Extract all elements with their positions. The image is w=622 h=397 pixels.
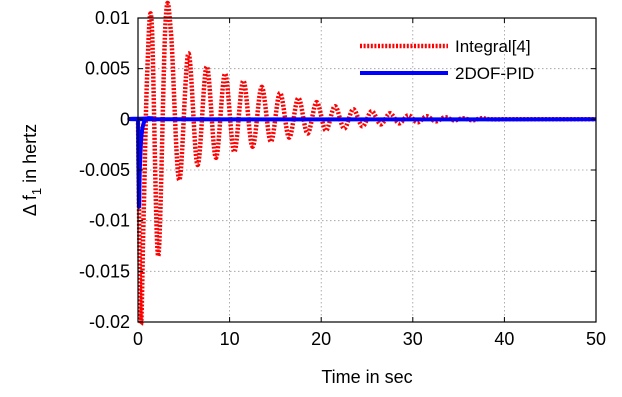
x-tick-label: 10 — [220, 329, 240, 349]
x-axis-label: Time in sec — [321, 367, 412, 387]
y-axis-label-subscript: 1 — [29, 188, 44, 195]
y-tick-label: -0.02 — [89, 312, 130, 332]
series-line-1 — [127, 116, 597, 209]
y-tick-label: -0.01 — [89, 211, 130, 231]
y-axis-label-main: Δ f — [20, 194, 40, 216]
series-line-0 — [135, 0, 596, 327]
y-tick-label: -0.015 — [79, 261, 130, 281]
legend-label-1: 2DOF-PID — [455, 64, 534, 83]
y-axis-label: Δ f1 in hertz — [20, 124, 44, 216]
y-tick-label: -0.005 — [79, 160, 130, 180]
x-tick-label: 40 — [494, 329, 514, 349]
y-tick-label: 0 — [120, 109, 130, 129]
y-tick-label: 0.01 — [95, 8, 130, 28]
y-axis-label-suffix: in hertz — [20, 124, 40, 188]
x-tick-label: 20 — [311, 329, 331, 349]
x-tick-label: 30 — [403, 329, 423, 349]
series-group — [127, 0, 597, 327]
legend: Integral[4] 2DOF-PID — [360, 37, 534, 83]
x-tick-label: 0 — [133, 329, 143, 349]
y-tick-label: 0.005 — [85, 59, 130, 79]
axis-ticks: 0 10 20 30 40 50 -0.02 -0.015 -0.01 -0.005 0 0.005 0… — [79, 8, 606, 349]
legend-label-0: Integral[4] — [455, 37, 531, 56]
x-tick-label: 50 — [586, 329, 606, 349]
